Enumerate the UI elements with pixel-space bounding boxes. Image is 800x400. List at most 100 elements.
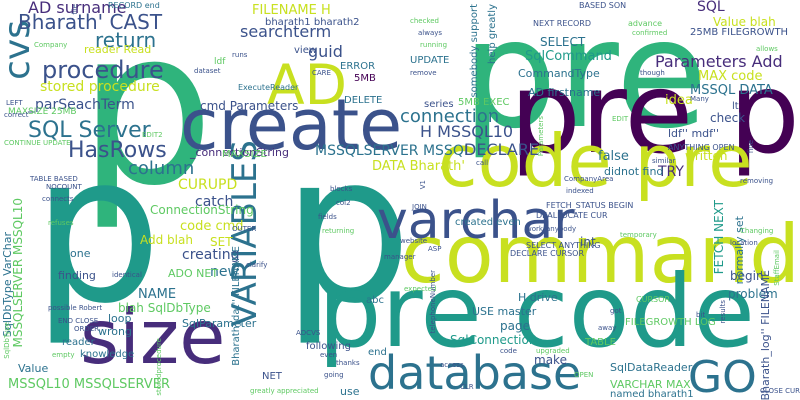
cloud-word: Company	[34, 41, 68, 49]
cloud-word: NAME	[138, 287, 177, 302]
cloud-word: database	[368, 346, 582, 400]
cloud-word: AD firstname	[528, 86, 601, 99]
cloud-word: idea	[665, 93, 693, 108]
cloud-word: END CLOSE	[58, 317, 99, 325]
cloud-word: SQL Server	[28, 118, 151, 143]
cloud-word: p	[282, 111, 413, 349]
cloud-word: Bharath_dat'' FILENAME	[231, 246, 242, 366]
cloud-word: SELECT ANYTHING	[526, 241, 601, 250]
cloud-word: SqlDbType	[3, 322, 11, 359]
cloud-word: storedprocedure	[155, 338, 163, 396]
cloud-word: SELECT	[540, 35, 586, 49]
cloud-word: problem	[728, 287, 778, 301]
cloud-word: blah SqlDbType	[118, 301, 211, 315]
cloud-word: ExecuteReader	[238, 83, 299, 92]
cloud-word: make	[534, 353, 567, 367]
cloud-word: connects	[42, 195, 74, 203]
cloud-word: TABLE BASED	[30, 175, 78, 183]
cloud-word: end	[368, 347, 387, 358]
cloud-word: possible Robert	[48, 304, 103, 312]
cloud-word: GO	[688, 352, 757, 400]
cloud-word: finding	[58, 269, 96, 282]
cloud-word: thanks	[336, 359, 360, 367]
cloud-word: false	[598, 149, 629, 164]
cloud-word: website	[400, 237, 428, 245]
cloud-word: H MSSQL10	[420, 122, 514, 141]
cloud-word: SqlCommand	[525, 49, 612, 64]
cloud-word: OPEN	[574, 371, 594, 379]
cloud-word: OUTER	[232, 225, 257, 233]
cloud-word: ERROR	[340, 61, 376, 72]
cloud-word: telephoneNumber	[429, 270, 437, 334]
cloud-word: EDIT2	[142, 131, 163, 139]
cloud-word: lt	[732, 101, 739, 112]
cloud-word: correct	[4, 111, 29, 119]
cloud-word: reader	[62, 337, 95, 348]
cloud-word: CONTINUE UPDATE	[4, 139, 71, 147]
cloud-word: DECLARE	[464, 140, 540, 159]
cloud-word: Value blah	[713, 15, 776, 29]
cloud-word: though	[640, 69, 665, 77]
cloud-word: NOCOUNT	[46, 183, 82, 191]
cloud-word: identical	[112, 271, 142, 279]
cloud-word: MSSQLSERVER MSSQL10	[11, 198, 25, 348]
cloud-word: FILEGROWTH LOG	[625, 317, 716, 328]
cloud-word: EDIT	[612, 115, 629, 123]
cloud-word: USE master	[472, 305, 537, 318]
cloud-word: NEXT RECORD	[533, 19, 592, 28]
cloud-word: anybody	[546, 225, 577, 233]
cloud-word: procedure	[42, 56, 164, 84]
cloud-word: catch	[195, 194, 234, 210]
cloud-word: greatly appreciated	[250, 387, 319, 395]
cloud-word: cmd Parameters	[200, 99, 299, 113]
cloud-word: code pre	[438, 119, 753, 203]
cloud-word: 25MB FILEGROWTH	[690, 27, 789, 38]
cloud-word: bit	[696, 311, 706, 319]
cloud-word: MAXSIZE 25MB	[8, 107, 77, 117]
cloud-word: BASED SON	[579, 1, 627, 10]
cloud-word: AD	[267, 53, 347, 117]
cloud-word: pre	[462, 0, 708, 162]
cloud-word: NET	[262, 371, 282, 382]
cloud-word: even	[320, 351, 338, 359]
cloud-word: UPDATE	[410, 55, 450, 66]
cloud-word: DELETE	[344, 95, 383, 106]
cloud-word: ADO NET	[168, 267, 219, 280]
cloud-word: ASP	[428, 245, 442, 253]
cloud-word: created even	[455, 217, 521, 228]
cloud-word: written	[685, 149, 728, 163]
cloud-word: checked	[410, 17, 439, 25]
cloud-word: column	[128, 158, 195, 179]
cloud-word: away	[598, 324, 617, 332]
cloud-word: manager	[384, 253, 416, 261]
cloud-word: MSSQL DATA	[690, 83, 773, 98]
cloud-word: TABLE	[585, 337, 616, 348]
cloud-word: indexed	[566, 187, 594, 195]
cloud-word: p	[78, 0, 215, 233]
cloud-word: Bharath' CAST	[18, 10, 163, 34]
cloud-word: CURSOR	[636, 295, 670, 304]
cloud-word: expected	[404, 285, 437, 293]
cloud-word: pre code	[318, 253, 755, 370]
cloud-word: Parameters	[537, 116, 545, 157]
cloud-word: use	[340, 385, 360, 398]
cloud-word: AD surname	[28, 0, 127, 17]
cloud-word: ldf	[214, 57, 226, 67]
cloud-word: CompanyArea	[564, 175, 614, 183]
cloud-word: allows	[756, 45, 778, 53]
cloud-word: Many	[690, 95, 709, 103]
cloud-word: SqlParameter	[182, 317, 257, 330]
cloud-word: SqlConnection	[450, 333, 537, 347]
cloud-word: runs	[232, 51, 248, 59]
cloud-word: SET	[210, 235, 233, 249]
cloud-word: one	[70, 247, 91, 260]
cloud-word: CURUPD	[178, 177, 238, 193]
cloud-word: FETCH NEXT	[712, 200, 726, 275]
cloud-word: TRY	[658, 164, 684, 180]
cloud-word: loop	[108, 312, 132, 325]
cloud-word: H drive	[518, 291, 558, 304]
cloud-word: going	[324, 371, 344, 379]
cloud-word: Changing	[740, 227, 774, 235]
cloud-word: command	[400, 208, 800, 301]
